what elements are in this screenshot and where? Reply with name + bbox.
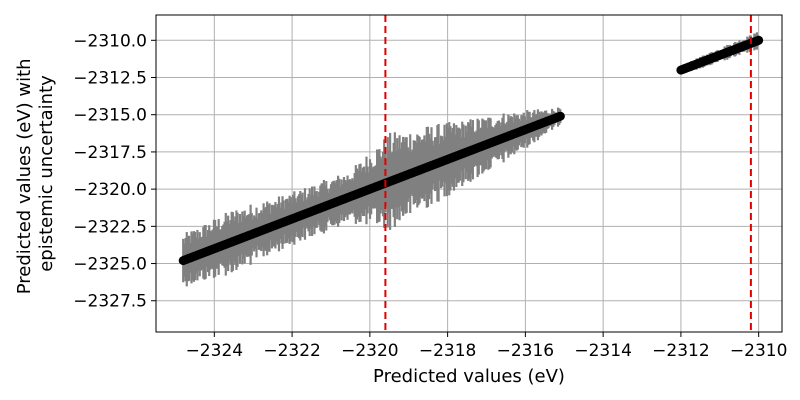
x-tick-label: −2316 [497, 341, 555, 361]
y-tick-label: −2310.0 [73, 31, 147, 51]
x-tick-label: −2314 [574, 341, 632, 361]
y-tick-label: −2315.0 [73, 106, 147, 126]
x-axis-label: Predicted values (eV) [373, 366, 565, 387]
y-tick-label: −2322.5 [73, 217, 147, 237]
y-tick-label: −2312.5 [73, 69, 147, 89]
y-axis-ticks: −2310.0 −2312.5 −2315.0 −2317.5 −2320.0 −2322… [73, 31, 156, 312]
errorbar-layer [182, 32, 760, 287]
x-tick-label: −2324 [186, 341, 244, 361]
y-tick-label: −2327.5 [73, 292, 147, 312]
data-point [555, 111, 565, 121]
x-tick-label: −2322 [263, 341, 321, 361]
x-tick-label: −2320 [341, 341, 399, 361]
y-axis-label-line-1: Predicted values (eV) with [14, 58, 35, 294]
grid-lines [156, 15, 782, 332]
y-tick-label: −2317.5 [73, 143, 147, 163]
plot-frame [155, 14, 783, 333]
point-layer [178, 35, 764, 266]
x-axis-ticks: −2324 −2322 −2320 −2318 −2316 −2314 −2312 −2310 [186, 332, 788, 361]
data-point [754, 35, 764, 45]
x-tick-label: −2310 [730, 341, 788, 361]
x-tick-label: −2312 [652, 341, 710, 361]
y-axis-label-line-2: epistemic uncertainty [36, 75, 57, 272]
y-tick-label: −2320.0 [73, 180, 147, 200]
y-tick-label: −2325.0 [73, 255, 147, 275]
x-tick-label: −2318 [419, 341, 477, 361]
reference-lines [384, 15, 752, 332]
y-axis-label: Predicted values (eV) with epistemic unc… [14, 53, 57, 295]
